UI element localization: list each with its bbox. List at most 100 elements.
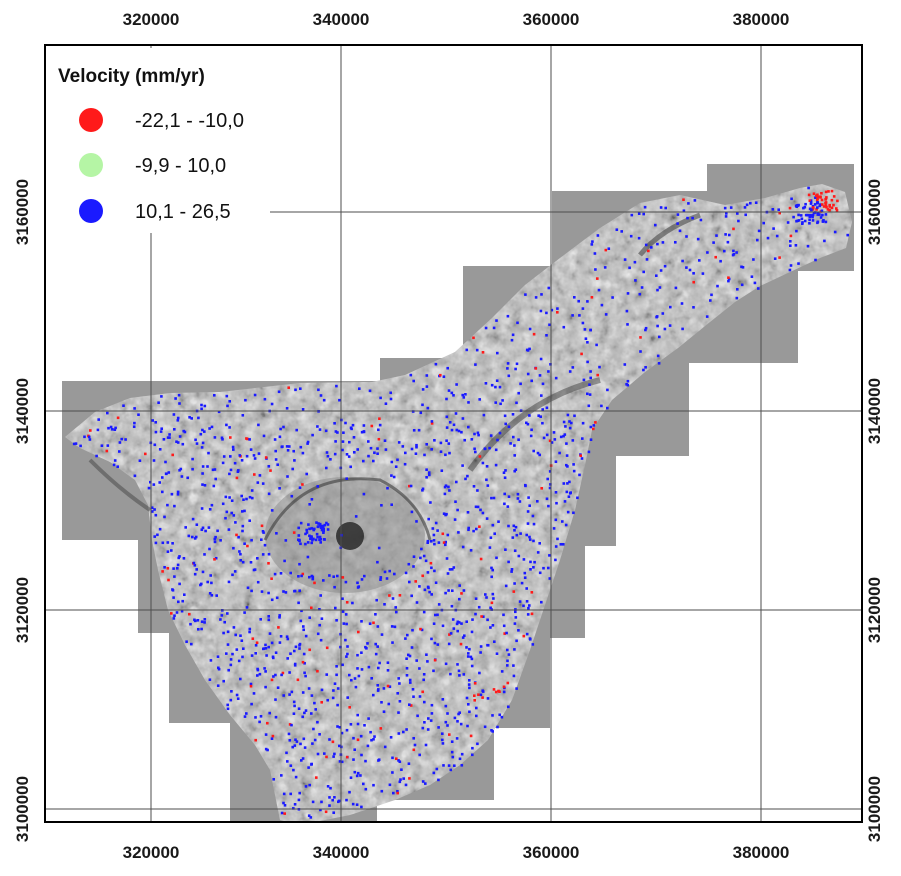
velocity-point-positive: [270, 641, 274, 645]
velocity-point-negative: [820, 203, 824, 206]
velocity-point-positive: [475, 714, 478, 718]
velocity-point-positive: [191, 457, 194, 461]
velocity-point-positive: [322, 531, 325, 534]
y-tick-label: 3120000: [865, 577, 884, 643]
velocity-point-positive: [573, 414, 576, 418]
velocity-point-positive: [332, 689, 335, 692]
velocity-point-positive: [752, 258, 755, 261]
velocity-point-positive: [342, 431, 345, 434]
velocity-point-positive: [674, 286, 678, 290]
velocity-point-positive: [263, 543, 267, 547]
velocity-point-positive: [529, 560, 532, 564]
velocity-point-positive: [527, 496, 530, 499]
velocity-point-positive: [376, 452, 379, 455]
velocity-point-positive: [507, 495, 511, 498]
velocity-point-positive: [552, 527, 556, 530]
velocity-point-positive: [299, 445, 303, 449]
velocity-point-positive: [359, 774, 362, 777]
velocity-point-positive: [415, 443, 418, 447]
velocity-point-positive: [241, 414, 245, 417]
velocity-point-positive: [491, 730, 494, 733]
velocity-point-positive: [158, 481, 161, 484]
velocity-point-positive: [360, 651, 363, 654]
velocity-point-positive: [699, 218, 703, 222]
velocity-point-positive: [425, 443, 428, 446]
velocity-point-positive: [429, 719, 433, 722]
velocity-point-negative: [830, 198, 834, 202]
velocity-point-positive: [384, 402, 388, 405]
velocity-point-positive: [430, 593, 433, 596]
velocity-point-positive: [377, 759, 380, 762]
velocity-point-positive: [693, 199, 697, 202]
velocity-point-positive: [814, 196, 817, 199]
velocity-point-positive: [180, 609, 184, 613]
velocity-point-positive: [277, 390, 281, 394]
velocity-point-negative: [832, 203, 835, 207]
velocity-point-positive: [214, 556, 218, 560]
velocity-point-positive: [626, 379, 630, 383]
velocity-point-positive: [226, 612, 229, 615]
velocity-point-positive: [328, 574, 331, 577]
velocity-point-positive: [345, 622, 348, 626]
velocity-point-positive: [566, 482, 569, 485]
velocity-point-positive: [286, 657, 289, 660]
velocity-point-positive: [766, 236, 770, 240]
velocity-point-positive: [542, 436, 546, 440]
velocity-point-positive: [814, 258, 817, 262]
velocity-point-negative: [548, 439, 552, 443]
velocity-point-negative: [448, 633, 451, 636]
velocity-point-positive: [578, 473, 581, 477]
velocity-point-positive: [326, 785, 330, 788]
velocity-point-positive: [548, 470, 552, 473]
velocity-point-positive: [254, 644, 258, 647]
velocity-point-positive: [267, 615, 270, 618]
velocity-point-negative: [412, 748, 416, 752]
velocity-point-positive: [341, 610, 345, 613]
velocity-point-positive: [562, 434, 565, 438]
velocity-point-positive: [226, 707, 230, 711]
velocity-point-positive: [463, 634, 466, 637]
velocity-point-positive: [189, 622, 192, 626]
velocity-point-positive: [506, 505, 510, 508]
velocity-point-positive: [223, 620, 226, 624]
velocity-point-positive: [447, 442, 451, 445]
velocity-point-positive: [644, 366, 647, 369]
velocity-point-positive: [290, 690, 294, 694]
velocity-point-positive: [745, 203, 749, 207]
velocity-point-positive: [427, 586, 430, 590]
velocity-point-positive: [151, 419, 154, 422]
velocity-point-positive: [211, 468, 215, 472]
velocity-point-positive: [444, 484, 448, 487]
y-tick-label: 3100000: [13, 776, 32, 842]
map-border: [44, 44, 863, 823]
x-tick-label: 380000: [733, 843, 790, 862]
velocity-point-positive: [489, 626, 492, 629]
velocity-point-positive: [803, 205, 807, 209]
velocity-point-positive: [292, 712, 296, 715]
velocity-point-positive: [351, 601, 354, 605]
velocity-point-positive: [290, 494, 294, 498]
velocity-point-positive: [320, 688, 324, 692]
velocity-point-positive: [512, 674, 516, 678]
velocity-point-positive: [193, 572, 197, 576]
x-tick-label: 340000: [313, 10, 370, 29]
velocity-point-positive: [303, 671, 306, 675]
velocity-point-negative: [503, 632, 506, 635]
velocity-point-negative: [469, 734, 473, 738]
velocity-point-positive: [532, 539, 535, 543]
velocity-point-positive: [473, 447, 476, 451]
velocity-point-positive: [566, 465, 569, 468]
velocity-point-positive: [589, 425, 593, 429]
velocity-point-positive: [454, 500, 457, 503]
velocity-point-positive: [318, 733, 321, 736]
velocity-point-negative: [246, 544, 249, 548]
velocity-point-positive: [287, 732, 291, 736]
velocity-point-positive: [445, 557, 449, 560]
velocity-point-positive: [506, 659, 509, 663]
velocity-point-positive: [158, 448, 162, 451]
velocity-point-positive: [457, 712, 460, 716]
velocity-point-negative: [370, 424, 374, 428]
velocity-point-positive: [213, 436, 217, 439]
velocity-point-positive: [152, 483, 156, 486]
velocity-point-positive: [348, 440, 351, 444]
